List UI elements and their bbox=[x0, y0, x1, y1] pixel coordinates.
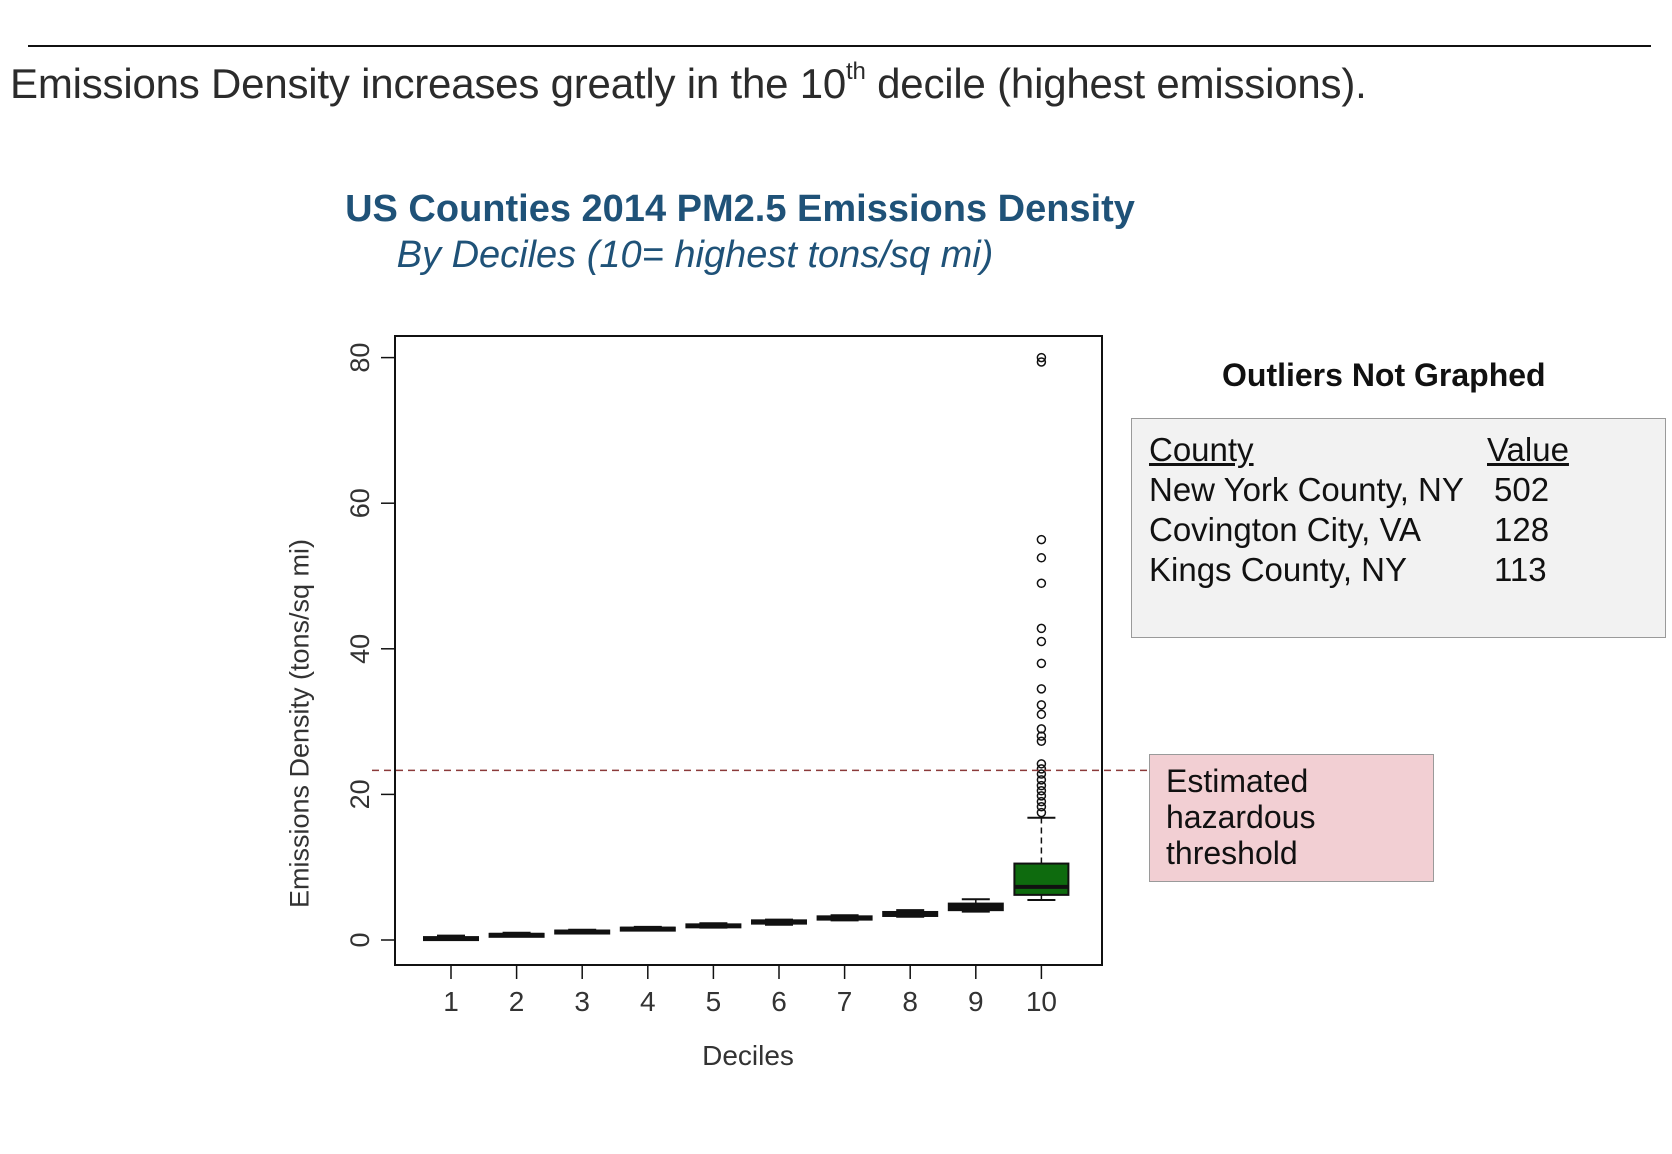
y-tick-label: 20 bbox=[345, 779, 375, 809]
y-tick-label: 0 bbox=[345, 932, 375, 947]
outlier-county: Covington City, VA bbox=[1149, 511, 1422, 548]
hazard-threshold-callout: Estimated hazardous threshold bbox=[1149, 754, 1434, 882]
outliers-table: County Value New York County, NY 502 Cov… bbox=[1131, 418, 1666, 638]
outlier-point bbox=[1036, 769, 1047, 779]
outlier-point bbox=[1036, 764, 1047, 774]
x-tick-label: 8 bbox=[902, 986, 918, 1017]
outlier-point bbox=[1036, 759, 1047, 769]
headline-sup: th bbox=[846, 58, 866, 85]
x-tick-label: 6 bbox=[771, 986, 787, 1017]
outlier-point bbox=[1036, 724, 1047, 734]
x-tick-label: 7 bbox=[837, 986, 853, 1017]
hazard-label-line: threshold bbox=[1166, 835, 1298, 871]
outlier-point bbox=[1036, 807, 1047, 818]
outlier-value: 502 bbox=[1494, 471, 1550, 508]
x-axis-label: Deciles bbox=[702, 1040, 794, 1071]
outlier-county: New York County, NY bbox=[1149, 471, 1464, 508]
plot-frame bbox=[394, 335, 1103, 966]
x-tick-label: 10 bbox=[1026, 986, 1057, 1017]
outlier-point bbox=[1036, 700, 1047, 710]
box-body bbox=[1013, 862, 1070, 896]
x-tick-label: 4 bbox=[640, 986, 656, 1017]
outlier-point bbox=[1036, 623, 1047, 634]
outlier-value: 128 bbox=[1494, 511, 1550, 548]
outlier-point bbox=[1036, 534, 1047, 545]
chart-title: US Counties 2014 PM2.5 Emissions Density bbox=[345, 188, 1135, 230]
x-tick-label: 5 bbox=[706, 986, 722, 1017]
outlier-point bbox=[1036, 709, 1047, 720]
chart-subtitle: By Deciles (10= highest tons/sq mi) bbox=[396, 234, 994, 276]
hazard-label-line: hazardous bbox=[1166, 799, 1316, 835]
outlier-point bbox=[1036, 736, 1047, 747]
x-tick-label: 3 bbox=[574, 986, 590, 1017]
outliers-header-value: Value bbox=[1487, 431, 1569, 468]
x-tick-label: 9 bbox=[968, 986, 984, 1017]
headline-post: decile (highest emissions). bbox=[865, 60, 1367, 107]
headline-pre: Emissions Density increases greatly in t… bbox=[10, 60, 847, 107]
outlier-county: Kings County, NY bbox=[1149, 551, 1408, 588]
y-tick-label: 60 bbox=[345, 488, 375, 518]
x-tick-label: 2 bbox=[509, 986, 525, 1017]
outlier-point bbox=[1036, 658, 1047, 669]
y-axis-label: Emissions Density (tons/sq mi) bbox=[284, 538, 315, 909]
outlier-point bbox=[1036, 786, 1047, 796]
slide-headline: Emissions Density increases greatly in t… bbox=[10, 58, 1367, 108]
y-tick-label: 80 bbox=[345, 343, 375, 373]
outlier-value: 113 bbox=[1494, 551, 1547, 588]
outlier-point bbox=[1036, 636, 1047, 647]
outlier-point bbox=[1036, 578, 1047, 589]
outlier-point bbox=[1036, 802, 1047, 812]
outlier-point bbox=[1036, 684, 1047, 694]
outlier-point bbox=[1036, 796, 1047, 807]
x-tick-label: 1 bbox=[443, 986, 459, 1017]
outlier-point bbox=[1036, 780, 1047, 791]
outlier-point bbox=[1036, 775, 1047, 785]
outlier-point bbox=[1036, 553, 1047, 563]
outliers-header-county: County bbox=[1149, 431, 1254, 468]
hazard-label-line: Estimated bbox=[1166, 763, 1309, 799]
outlier-point bbox=[1036, 352, 1047, 363]
y-tick-label: 40 bbox=[345, 634, 375, 664]
outlier-point bbox=[1036, 357, 1047, 367]
outliers-title: Outliers Not Graphed bbox=[1222, 357, 1546, 393]
slide-divider bbox=[28, 45, 1651, 47]
outlier-point bbox=[1036, 791, 1047, 801]
